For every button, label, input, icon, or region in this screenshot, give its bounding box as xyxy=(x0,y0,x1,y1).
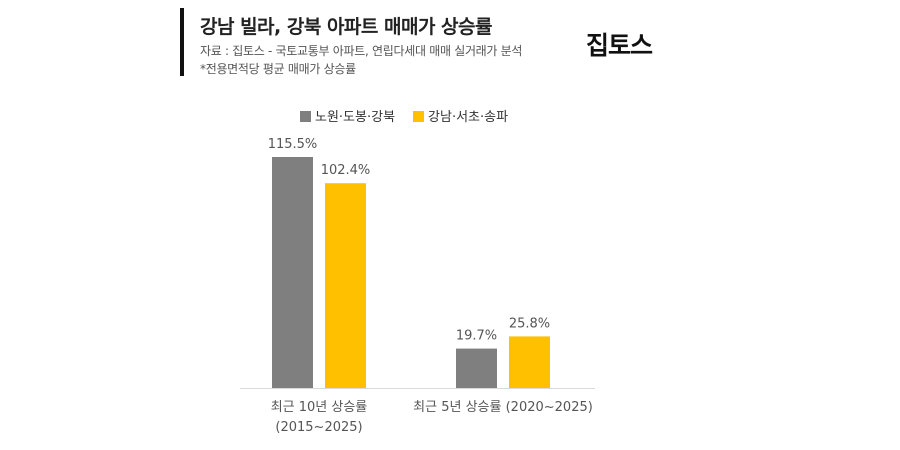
bar xyxy=(456,348,497,388)
footnote: *전용면적당 평균 매매가 상승률 xyxy=(200,62,356,76)
legend-label: 강남·서초·송파 xyxy=(428,110,509,125)
source-note: 자료 : 집토스 - 국토교통부 아파트, 연립다세대 매매 실거래가 분석 xyxy=(200,44,523,58)
data-label: 102.4% xyxy=(321,163,371,178)
legend-swatch xyxy=(300,111,311,122)
title-accent-bar xyxy=(180,8,184,76)
legend-item-gangbuk: 노원·도봉·강북 xyxy=(300,106,395,125)
legend-swatch xyxy=(413,111,425,122)
bar xyxy=(272,157,313,388)
chart-title: 강남 빌라, 강북 아파트 매매가 상승률 xyxy=(200,16,493,38)
legend-label: 노원·도봉·강북 xyxy=(315,110,396,125)
category-label-5y: 최근 5년 상승률 (2020~2025) xyxy=(403,398,603,418)
category-line: 최근 5년 상승률 (2020~2025) xyxy=(413,400,593,415)
data-label: 25.8% xyxy=(509,316,550,331)
data-label: 115.5% xyxy=(268,137,318,152)
bar xyxy=(509,336,550,388)
category-line: 최근 10년 상승률 xyxy=(270,400,368,415)
logo: 집토스 xyxy=(586,31,653,60)
data-label: 19.7% xyxy=(456,329,497,344)
category-line: (2015~2025) xyxy=(275,420,363,435)
legend-item-gangnam: 강남·서초·송파 xyxy=(413,106,508,125)
legend: 노원·도봉·강북 강남·서초·송파 xyxy=(300,106,508,125)
category-label-10y: 최근 10년 상승률 (2015~2025) xyxy=(239,398,399,438)
bar xyxy=(325,183,366,388)
